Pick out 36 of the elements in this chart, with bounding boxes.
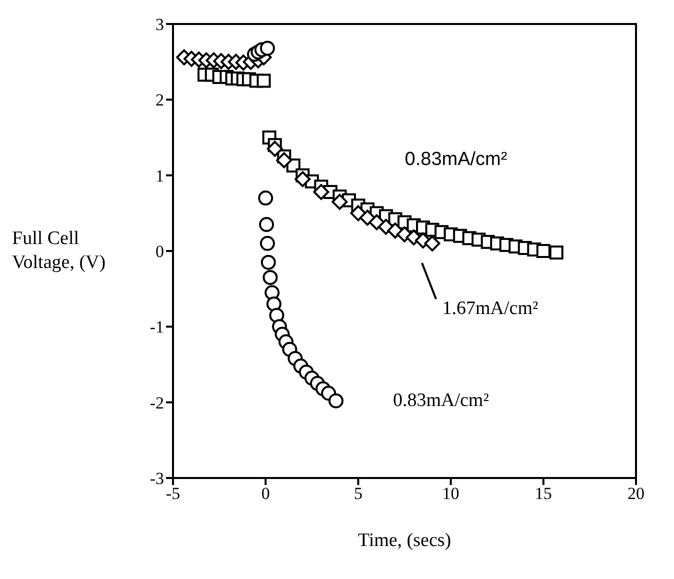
point [260,236,275,251]
y-tick-label: 3 [156,15,164,34]
x-tick-label: 0 [261,484,270,504]
point [424,235,440,252]
point [262,270,278,285]
text: 0.83mA/cm² [404,149,508,170]
point [266,296,282,312]
y-tick-label: -3 [150,469,164,488]
text: 0.83mA/cm² [392,390,489,411]
x-tick-label: 5 [354,484,362,504]
point [276,152,292,168]
y-tick-label: 0 [156,242,164,262]
point [258,190,274,206]
y-tick-label: 1 [156,166,164,186]
point [256,74,271,88]
x-tick-label: 20 [628,484,644,504]
y-tick-label: 2 [156,90,164,110]
y-tick-label: -2 [150,393,164,412]
point [536,244,550,258]
legend-label: 1.67mA/cm² [442,298,538,320]
y-tick-label: -1 [150,318,164,337]
x-tick-label: 10 [442,484,460,504]
x-axis-title: Time, (secs) [358,530,452,551]
point [313,184,330,200]
point [260,40,275,56]
point [332,194,348,210]
x-tick-label: 15 [534,484,552,504]
x-tick-label: -5 [166,484,180,504]
y-axis-title: Full Cell Voltage, (V) [12,228,106,273]
point [259,217,274,232]
point [294,171,311,188]
point [359,210,376,226]
point [328,393,344,408]
point [549,246,564,260]
point [260,254,276,270]
point [266,140,283,157]
